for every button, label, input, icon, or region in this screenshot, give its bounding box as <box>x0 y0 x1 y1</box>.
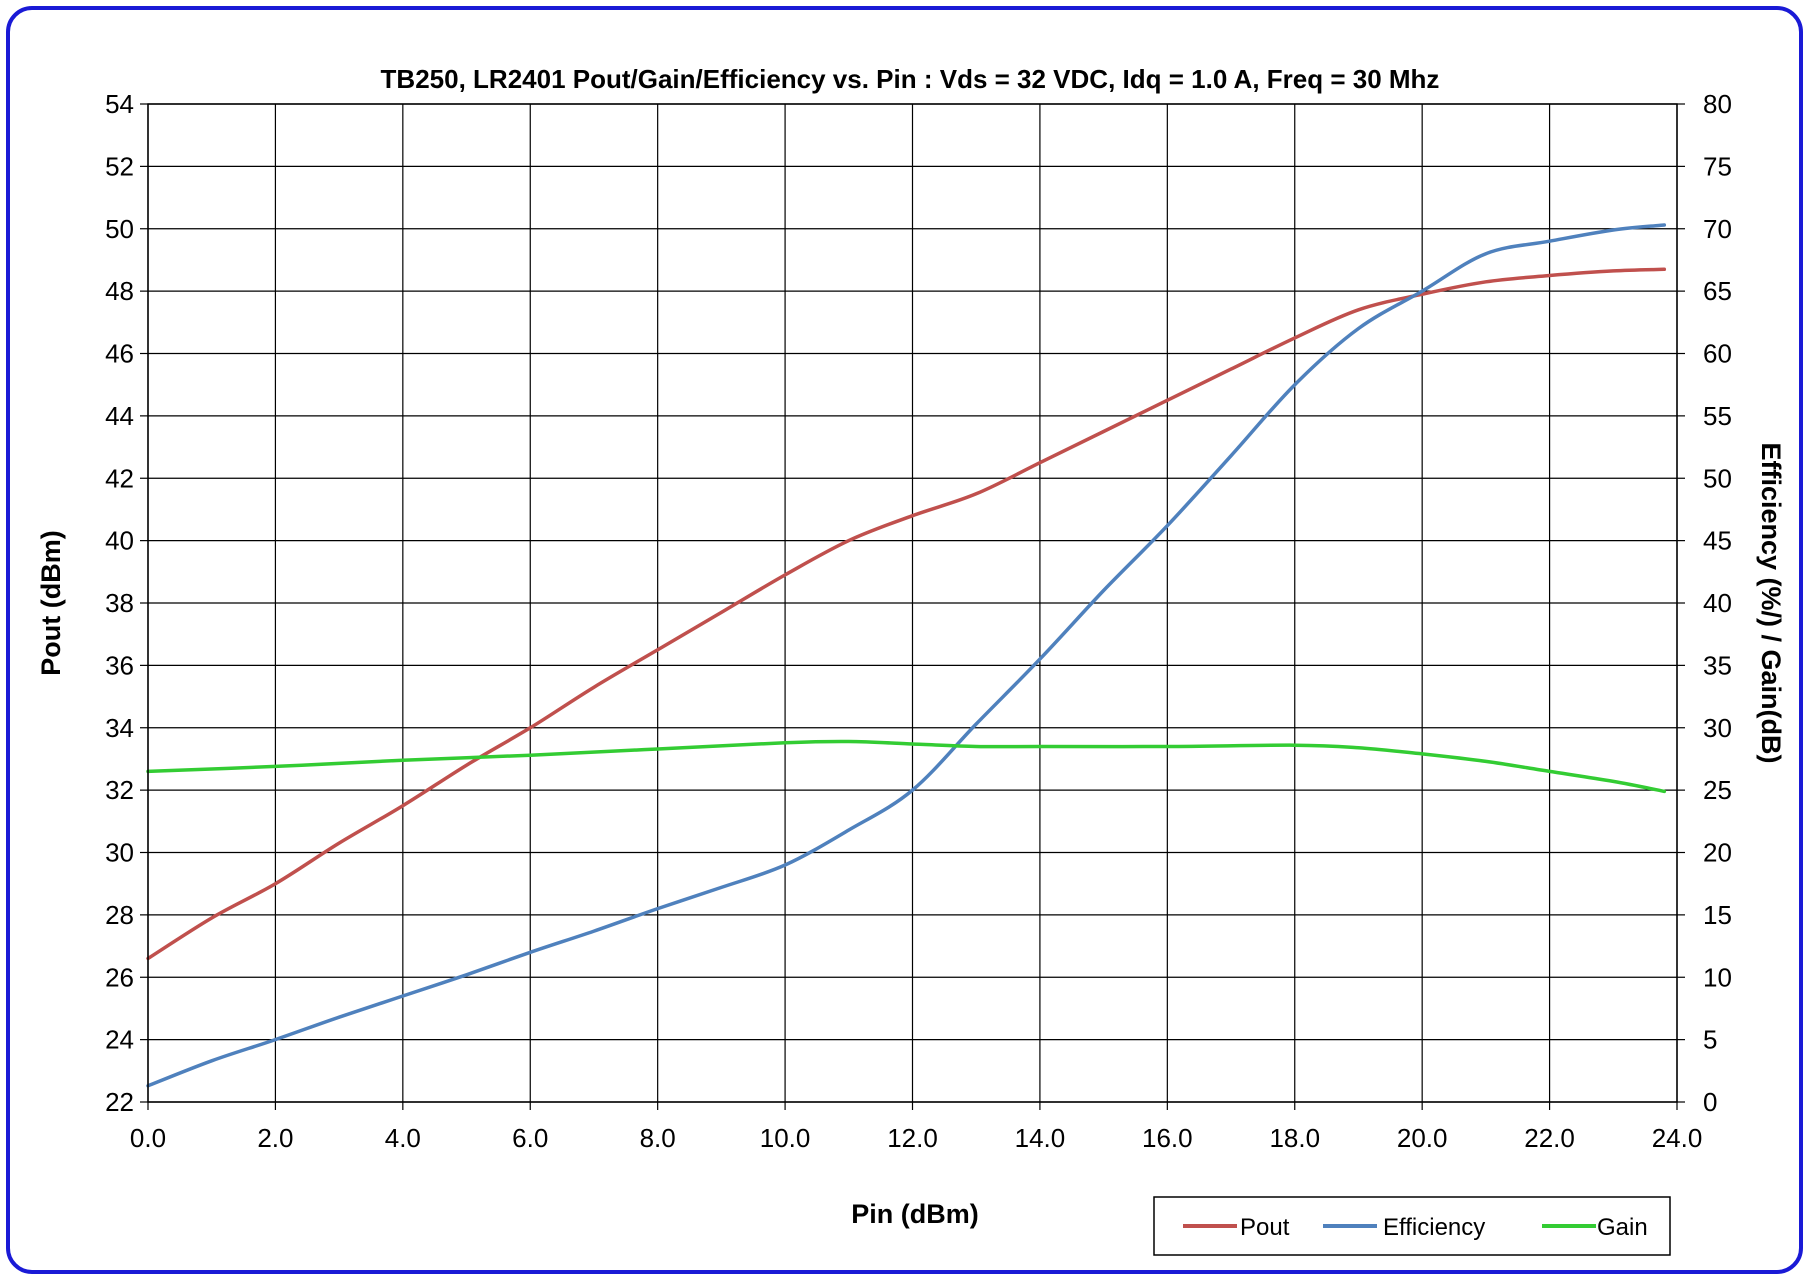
x-tick-label: 12.0 <box>887 1123 938 1153</box>
left-tick-label: 42 <box>105 463 134 493</box>
legend-label-gain: Gain <box>1597 1214 1648 1241</box>
x-tick-label: 0.0 <box>130 1123 166 1153</box>
x-axis-ticks: 0.0 2.0 4.0 6.0 8.0 10.0 12.0 14.0 16.0 18.0 20.0 2… <box>130 1102 1702 1153</box>
right-tick-label: 60 <box>1703 339 1732 369</box>
left-tick-label: 36 <box>105 650 134 680</box>
right-tick-label: 30 <box>1703 713 1732 743</box>
left-tick-label: 28 <box>105 900 134 930</box>
right-tick-label: 0 <box>1703 1087 1717 1117</box>
right-tick-label: 35 <box>1703 650 1732 680</box>
right-tick-label: 75 <box>1703 151 1732 181</box>
left-tick-label: 38 <box>105 588 134 618</box>
right-tick-label: 50 <box>1703 463 1732 493</box>
right-tick-label: 15 <box>1703 900 1732 930</box>
legend-label-pout: Pout <box>1240 1214 1290 1241</box>
x-tick-label: 24.0 <box>1652 1123 1703 1153</box>
left-tick-label: 34 <box>105 713 134 743</box>
right-tick-label: 80 <box>1703 89 1732 119</box>
right-tick-label: 70 <box>1703 214 1732 244</box>
plot-border <box>147 103 1678 1103</box>
legend-label-efficiency: Efficiency <box>1383 1214 1485 1241</box>
left-tick-label: 26 <box>105 962 134 992</box>
left-tick-label: 30 <box>105 838 134 868</box>
x-tick-label: 16.0 <box>1142 1123 1193 1153</box>
grid-lines <box>147 103 1678 1103</box>
right-tick-label: 25 <box>1703 775 1732 805</box>
left-tick-label: 46 <box>105 339 134 369</box>
right-axis-ticks: 0 5 10 15 20 25 30 35 40 45 50 55 60 65 70 75 80 <box>1677 89 1732 1117</box>
x-axis-label: Pin (dBm) <box>851 1199 979 1229</box>
left-tick-label: 32 <box>105 775 134 805</box>
x-tick-label: 2.0 <box>257 1123 293 1153</box>
right-tick-label: 5 <box>1703 1025 1717 1055</box>
left-tick-label: 44 <box>105 401 134 431</box>
right-tick-label: 40 <box>1703 588 1732 618</box>
left-tick-label: 40 <box>105 526 134 556</box>
x-tick-label: 20.0 <box>1397 1123 1448 1153</box>
x-tick-label: 10.0 <box>760 1123 811 1153</box>
left-tick-label: 48 <box>105 276 134 306</box>
right-axis-label: Efficiency (%/) / Gain(dB) <box>1756 442 1786 763</box>
x-tick-label: 6.0 <box>512 1123 548 1153</box>
left-tick-label: 50 <box>105 214 134 244</box>
x-tick-label: 14.0 <box>1015 1123 1066 1153</box>
series-line-gain <box>146 739 1667 794</box>
left-axis-label: Pout (dBm) <box>36 530 66 675</box>
legend: Pout Efficiency Gain <box>1153 1196 1671 1256</box>
chart-title: TB250, LR2401 Pout/Gain/Efficiency vs. P… <box>381 64 1440 94</box>
x-tick-label: 18.0 <box>1269 1123 1320 1153</box>
left-tick-label: 24 <box>105 1025 134 1055</box>
left-tick-label: 54 <box>105 89 134 119</box>
left-tick-label: 52 <box>105 151 134 181</box>
left-tick-label: 22 <box>105 1087 134 1117</box>
series-line-efficiency <box>146 223 1667 1088</box>
right-tick-label: 65 <box>1703 276 1732 306</box>
x-tick-label: 22.0 <box>1524 1123 1575 1153</box>
right-tick-label: 55 <box>1703 401 1732 431</box>
left-axis-ticks: 22 24 26 28 30 32 34 36 38 40 42 44 46 48 50 52 54 <box>105 89 148 1117</box>
right-tick-label: 20 <box>1703 838 1732 868</box>
x-tick-label: 4.0 <box>385 1123 421 1153</box>
right-tick-label: 45 <box>1703 526 1732 556</box>
right-tick-label: 10 <box>1703 962 1732 992</box>
x-tick-label: 8.0 <box>640 1123 676 1153</box>
series-lines <box>146 223 1667 1088</box>
